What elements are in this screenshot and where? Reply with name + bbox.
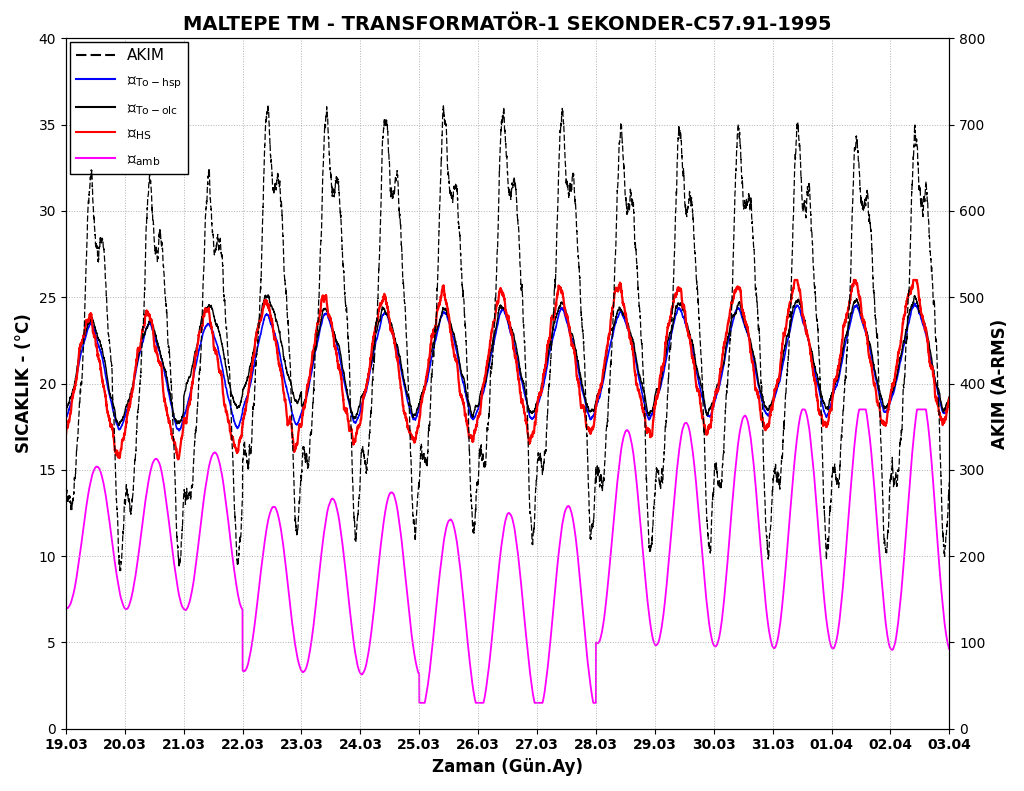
X-axis label: Zaman (Gün.Ay): Zaman (Gün.Ay) <box>432 758 583 776</box>
Y-axis label: SICAKLIK - (°C): SICAKLIK - (°C) <box>15 314 33 453</box>
Y-axis label: AKIM (A-RMS): AKIM (A-RMS) <box>991 319 1009 448</box>
Title: MALTEPE TM - TRANSFORMATÖR-1 SEKONDER-C57.91-1995: MALTEPE TM - TRANSFORMATÖR-1 SEKONDER-C5… <box>183 15 831 34</box>
Legend: AKIM, Ⓣ$_{\mathregular{To-hsp}}$, Ⓣ$_{\mathregular{To-olc}}$, Ⓣ$_{\mathregular{H: AKIM, Ⓣ$_{\mathregular{To-hsp}}$, Ⓣ$_{\m… <box>71 42 187 175</box>
